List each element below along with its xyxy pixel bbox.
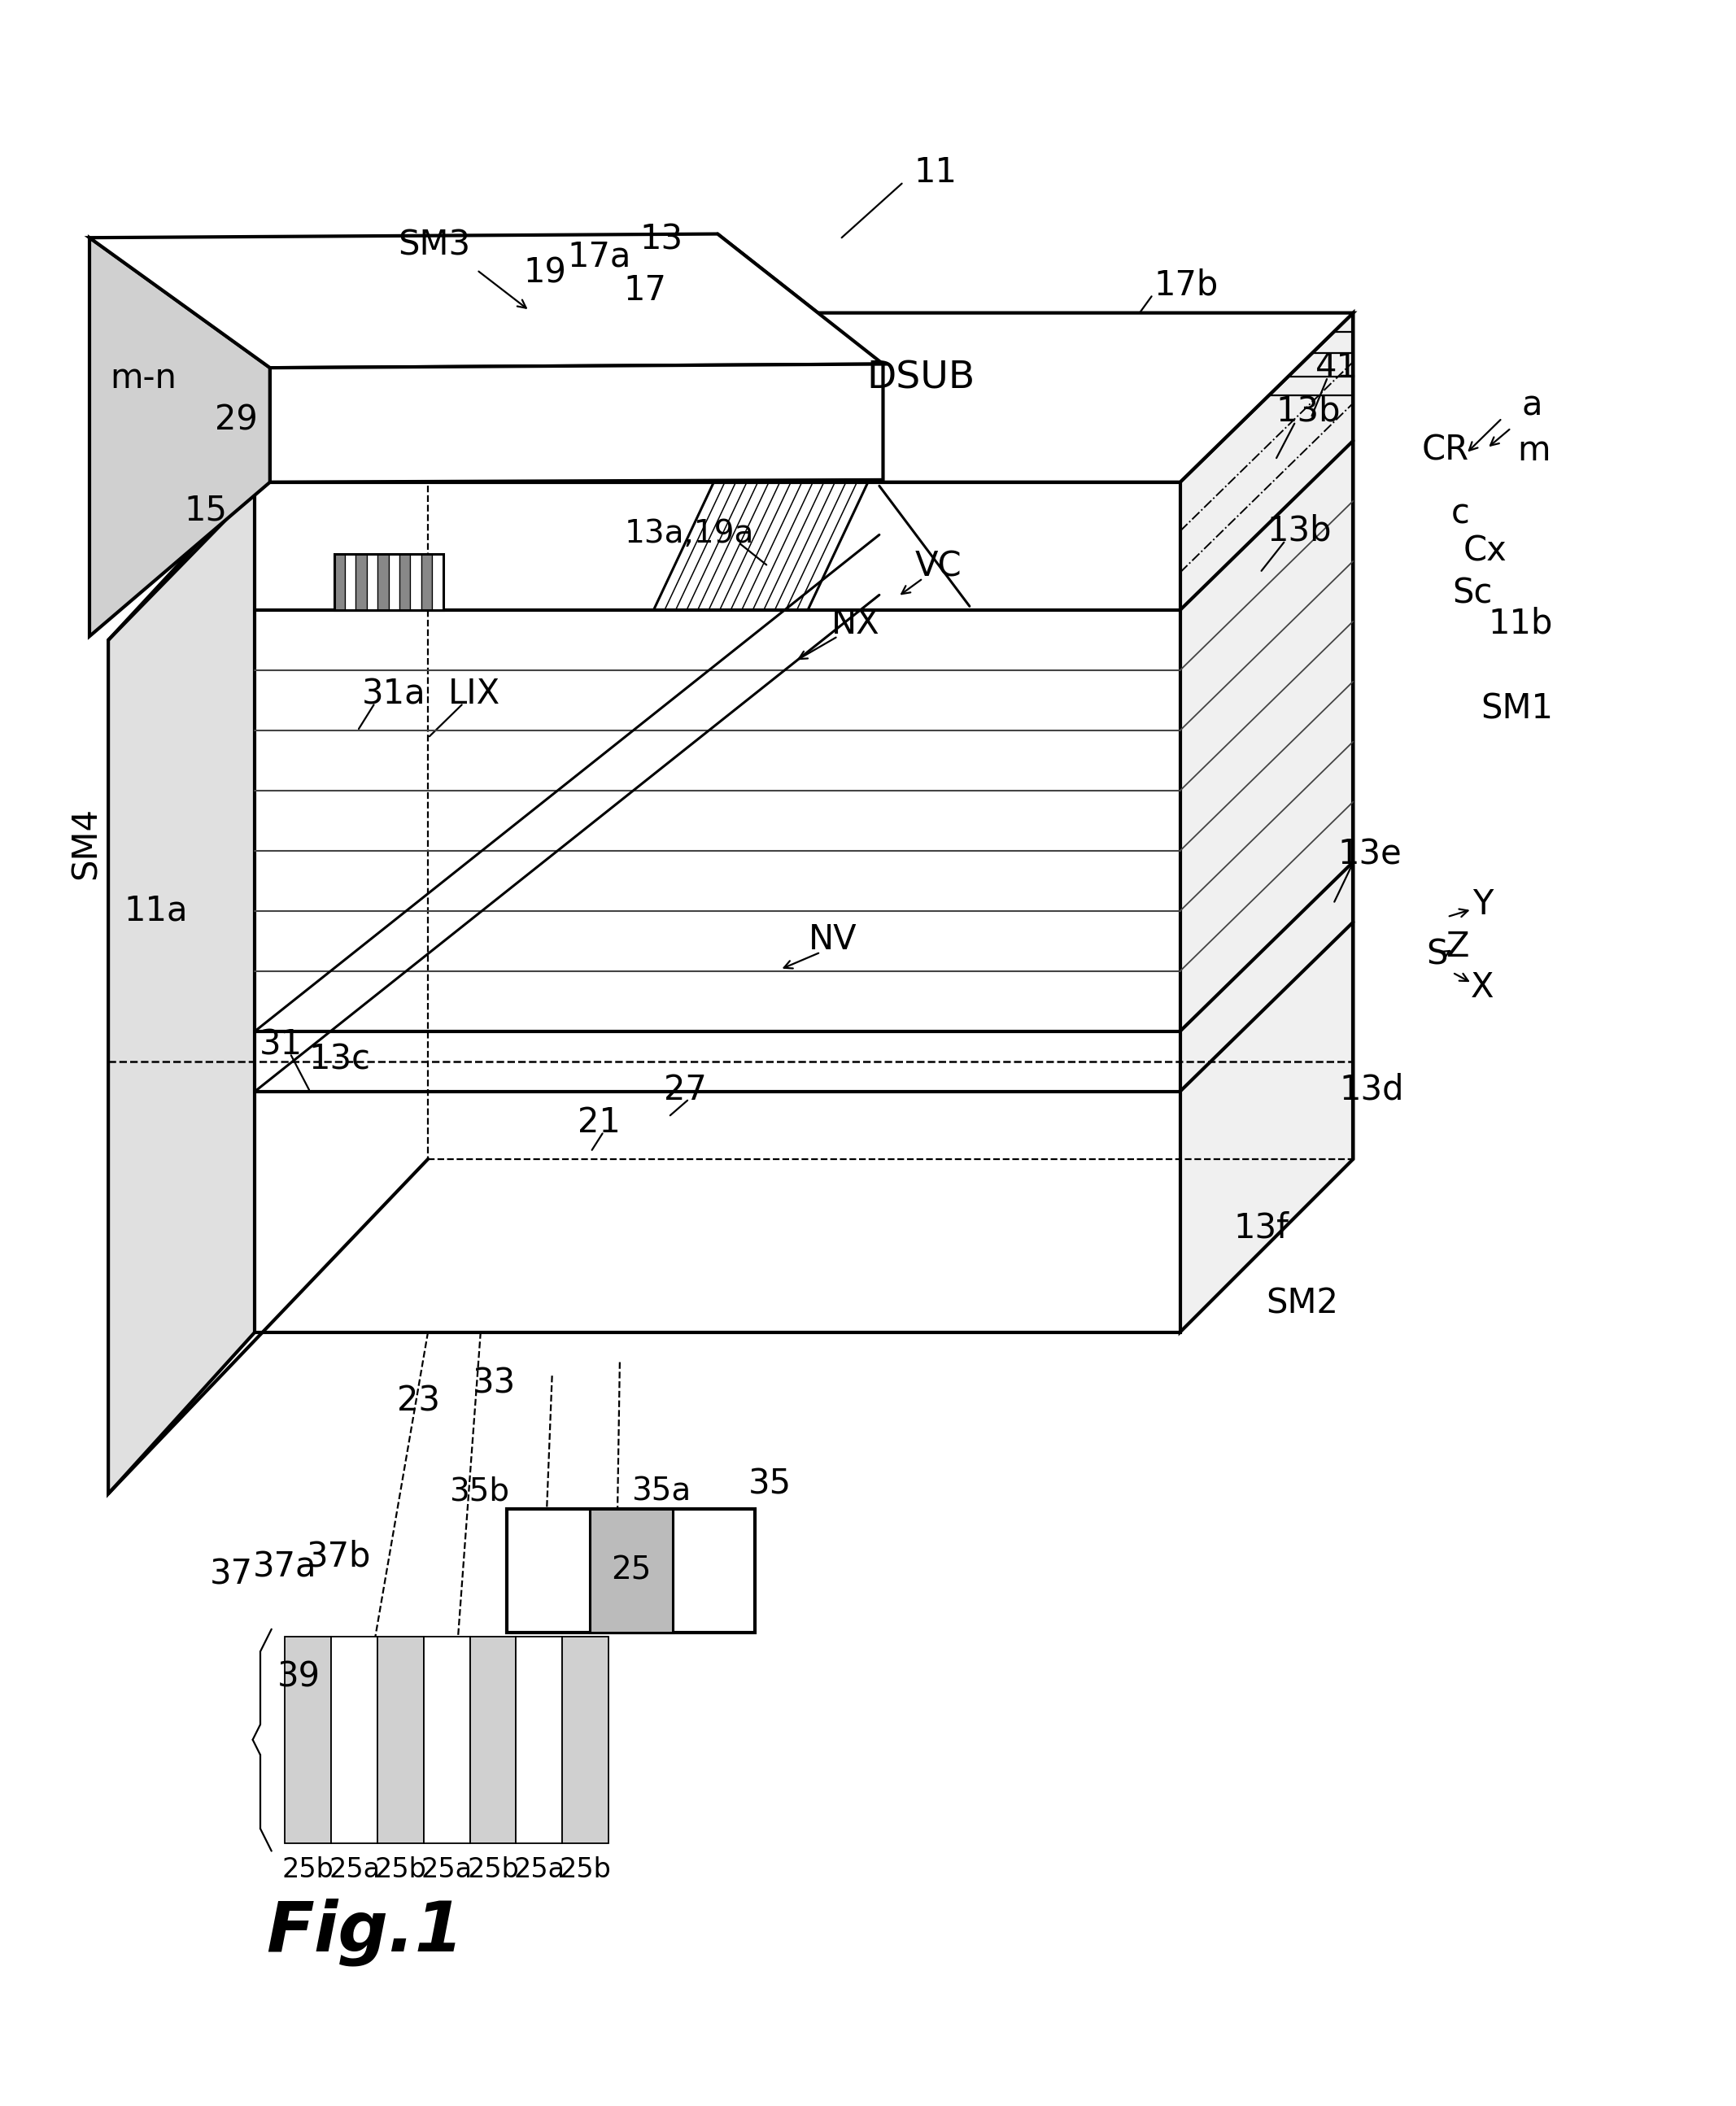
Text: VC: VC (915, 550, 962, 583)
Text: 25a: 25a (328, 1855, 380, 1883)
Text: 13b: 13b (1267, 514, 1332, 548)
Text: 13a,19a: 13a,19a (625, 518, 755, 550)
Text: m: m (1517, 434, 1550, 468)
Text: Z: Z (1446, 931, 1469, 965)
Text: 31a: 31a (363, 678, 425, 712)
Text: 23: 23 (398, 1384, 441, 1417)
Text: SM4: SM4 (69, 807, 102, 880)
Text: SM2: SM2 (1266, 1287, 1338, 1320)
Polygon shape (90, 234, 884, 369)
Text: NX: NX (832, 607, 880, 640)
Text: 21: 21 (578, 1106, 621, 1139)
Text: S: S (1427, 937, 1448, 971)
Polygon shape (333, 554, 345, 611)
Text: a: a (1522, 388, 1543, 423)
Text: 25a: 25a (422, 1855, 472, 1883)
Text: 15: 15 (184, 493, 227, 529)
Text: 13c: 13c (309, 1042, 370, 1076)
Text: 13e: 13e (1338, 838, 1401, 872)
Text: CR: CR (1422, 434, 1469, 468)
Polygon shape (255, 482, 1180, 1333)
Polygon shape (377, 1636, 424, 1843)
Text: 37: 37 (210, 1556, 252, 1592)
Polygon shape (470, 1636, 516, 1843)
Polygon shape (255, 314, 1352, 482)
Text: 31: 31 (260, 1028, 302, 1061)
Polygon shape (399, 554, 410, 611)
Text: 27: 27 (663, 1072, 707, 1108)
Polygon shape (516, 1636, 562, 1843)
Text: 11: 11 (915, 156, 957, 190)
Text: Fig.1: Fig.1 (266, 1898, 464, 1967)
Polygon shape (422, 554, 432, 611)
Text: 19: 19 (523, 257, 566, 291)
Text: NV: NV (809, 922, 858, 956)
Text: 35: 35 (748, 1468, 792, 1502)
Text: 13f: 13f (1234, 1211, 1290, 1245)
Polygon shape (1180, 314, 1352, 1333)
Text: 33: 33 (472, 1367, 516, 1400)
Polygon shape (410, 554, 422, 611)
Text: 11a: 11a (123, 893, 187, 929)
Text: 25b: 25b (283, 1855, 333, 1883)
Text: 29: 29 (215, 404, 257, 438)
Text: 25a: 25a (514, 1855, 564, 1883)
Text: 25b: 25b (375, 1855, 427, 1883)
Text: 25b: 25b (467, 1855, 519, 1883)
Polygon shape (377, 554, 389, 611)
Text: 37b: 37b (307, 1539, 372, 1573)
Polygon shape (507, 1508, 755, 1632)
Text: 17b: 17b (1154, 267, 1219, 301)
Polygon shape (285, 1636, 332, 1843)
Polygon shape (590, 1508, 672, 1632)
Polygon shape (389, 554, 399, 611)
Text: 35b: 35b (450, 1476, 509, 1508)
Text: 17a: 17a (568, 240, 632, 274)
Polygon shape (424, 1636, 470, 1843)
Text: 17: 17 (623, 274, 667, 307)
Text: 13b: 13b (1276, 394, 1340, 428)
Text: 41: 41 (1316, 352, 1358, 385)
Polygon shape (562, 1636, 609, 1843)
Polygon shape (432, 554, 443, 611)
Text: SM1: SM1 (1481, 693, 1554, 727)
Text: DSUB: DSUB (866, 360, 976, 396)
Text: 13: 13 (639, 223, 682, 257)
Polygon shape (271, 364, 884, 482)
Text: m-n: m-n (111, 362, 177, 396)
Text: c: c (1451, 497, 1469, 531)
Text: SM3: SM3 (398, 227, 470, 263)
Text: 25: 25 (611, 1554, 651, 1586)
Polygon shape (366, 554, 377, 611)
Polygon shape (332, 1636, 377, 1843)
Text: 35a: 35a (632, 1476, 691, 1508)
Polygon shape (108, 482, 255, 1493)
Polygon shape (90, 238, 271, 636)
Polygon shape (345, 554, 356, 611)
Text: X: X (1470, 971, 1495, 1005)
Text: 37a: 37a (253, 1550, 318, 1584)
Text: Y: Y (1472, 889, 1493, 922)
Text: Sc: Sc (1451, 577, 1493, 611)
Text: 11b: 11b (1488, 607, 1552, 640)
Polygon shape (356, 554, 366, 611)
Text: Cx: Cx (1463, 535, 1507, 569)
Text: LIX: LIX (448, 678, 500, 712)
Text: 13d: 13d (1340, 1072, 1404, 1108)
Text: 39: 39 (278, 1660, 319, 1693)
Text: 25b: 25b (559, 1855, 611, 1883)
